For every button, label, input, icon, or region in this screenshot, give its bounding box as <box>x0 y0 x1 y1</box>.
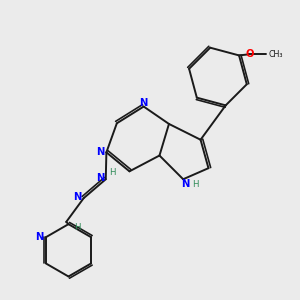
Text: N: N <box>35 232 44 242</box>
Text: N: N <box>96 147 104 158</box>
Text: H: H <box>74 223 80 232</box>
Text: N: N <box>97 173 105 183</box>
Text: O: O <box>245 50 254 59</box>
Text: H: H <box>110 169 116 178</box>
Text: N: N <box>73 192 82 202</box>
Text: N: N <box>140 98 148 108</box>
Text: H: H <box>192 180 198 189</box>
Text: N: N <box>181 179 190 189</box>
Text: CH₃: CH₃ <box>268 50 283 59</box>
